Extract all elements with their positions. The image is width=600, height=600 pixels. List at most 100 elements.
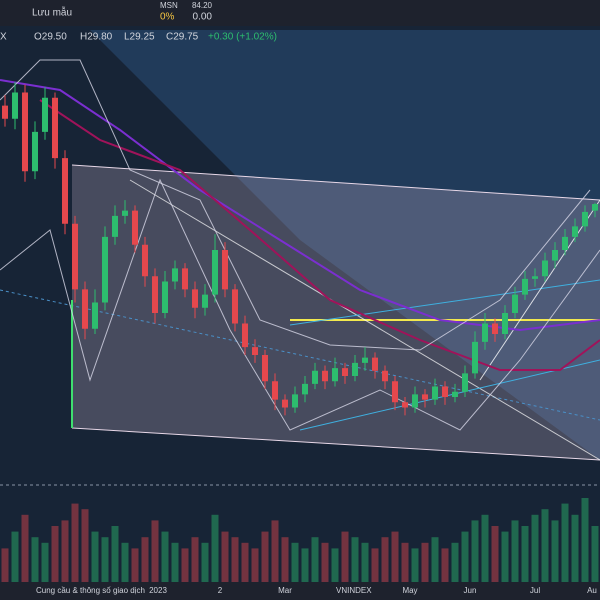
candle-body — [502, 313, 508, 334]
candle-body — [392, 381, 398, 403]
volume-bar — [561, 503, 569, 582]
volume-bar — [451, 542, 459, 582]
candle-body — [172, 268, 178, 282]
save-button[interactable]: Lưu mẫu — [32, 6, 72, 19]
candle-body — [132, 210, 138, 245]
volume-bar — [341, 531, 349, 582]
candle-body — [112, 215, 118, 237]
candle-body — [552, 250, 558, 261]
volume-bar — [241, 542, 249, 582]
volume-bar — [161, 531, 169, 582]
time-axis-label: Mar — [278, 586, 292, 595]
candle-body — [2, 105, 8, 119]
ticker: MSN — [160, 1, 178, 10]
volume-bar — [481, 514, 489, 582]
moving-average — [39, 99, 600, 371]
candle-body — [152, 276, 158, 313]
candle-body — [522, 278, 528, 295]
candle-body — [22, 92, 28, 172]
time-axis-label: Jun — [464, 586, 477, 595]
trend-line — [71, 427, 600, 461]
candle-body — [352, 362, 358, 376]
symbol: X — [0, 32, 7, 43]
volume-bar — [541, 509, 549, 582]
candle-body — [312, 370, 318, 384]
compare-label[interactable]: VNINDEX — [336, 586, 372, 595]
volume-bar — [281, 537, 289, 582]
candle-body — [62, 158, 68, 224]
toolbar — [0, 0, 600, 26]
volume-bar — [301, 548, 309, 582]
candle-body — [492, 323, 498, 334]
volume-bar — [71, 503, 79, 582]
volume-bar — [191, 537, 199, 582]
volume-bar — [351, 537, 359, 582]
candle-body — [102, 236, 108, 303]
volume-bar — [321, 542, 329, 582]
time-axis-label: 2 — [218, 586, 223, 595]
candle-body — [562, 236, 568, 250]
volume-bar — [221, 531, 229, 582]
volume-bar — [101, 537, 109, 582]
candle-body — [452, 391, 458, 397]
volume-bar — [471, 520, 479, 582]
candle-body — [462, 373, 468, 392]
volume-bar — [261, 531, 269, 582]
candle-body — [372, 357, 378, 371]
candle-body — [332, 368, 338, 382]
volume-bar — [371, 548, 379, 582]
candle-body — [402, 402, 408, 408]
candle-body — [262, 355, 268, 382]
candle-body — [162, 281, 168, 313]
candle-body — [72, 223, 78, 290]
volume-bar — [491, 526, 499, 582]
ticker-change-pct: 0% — [160, 12, 175, 23]
ticker-price: 84.20 — [192, 1, 213, 10]
candle-body — [32, 131, 38, 172]
legend-change: +0.30 (+1.02%) — [208, 32, 277, 43]
candle-body — [362, 357, 368, 363]
volume-bar — [201, 542, 209, 582]
bollinger-band — [0, 59, 591, 351]
trend-line — [289, 279, 600, 326]
candle-body — [82, 289, 88, 329]
trend-line — [299, 359, 600, 431]
volume-bar — [1, 548, 9, 582]
candle-body — [302, 383, 308, 395]
legend-low: L29.25 — [124, 32, 155, 43]
candle-body — [422, 394, 428, 400]
volume-bar — [171, 542, 179, 582]
candle-body — [292, 394, 298, 408]
candle-body — [122, 210, 128, 216]
volume-bar — [141, 537, 149, 582]
volume-bar — [31, 537, 39, 582]
volume-bar — [251, 548, 259, 582]
volume-bar — [401, 542, 409, 582]
volume-bar — [51, 526, 59, 582]
volume-bar — [411, 548, 419, 582]
volume-bar — [311, 537, 319, 582]
candle-body — [42, 97, 48, 132]
time-axis-label: May — [402, 586, 417, 595]
volume-bar — [361, 542, 369, 582]
candle-body — [472, 341, 478, 374]
candle-body — [592, 204, 598, 211]
volume-bar — [501, 531, 509, 582]
volume-bar — [211, 514, 219, 582]
volume-bar — [41, 542, 49, 582]
series-layer — [1, 82, 599, 582]
volume-bar — [571, 514, 579, 582]
candle-body — [322, 370, 328, 382]
time-axis-label: Jul — [530, 586, 540, 595]
trend-line — [71, 164, 600, 201]
candle-body — [92, 302, 98, 329]
candle-body — [182, 268, 188, 290]
volume-bar — [391, 531, 399, 582]
candle-body — [282, 399, 288, 408]
candle-body — [342, 368, 348, 376]
volume-bar — [531, 514, 539, 582]
volume-bar — [131, 548, 139, 582]
candle-body — [272, 381, 278, 400]
time-axis-label: Au — [587, 586, 597, 595]
